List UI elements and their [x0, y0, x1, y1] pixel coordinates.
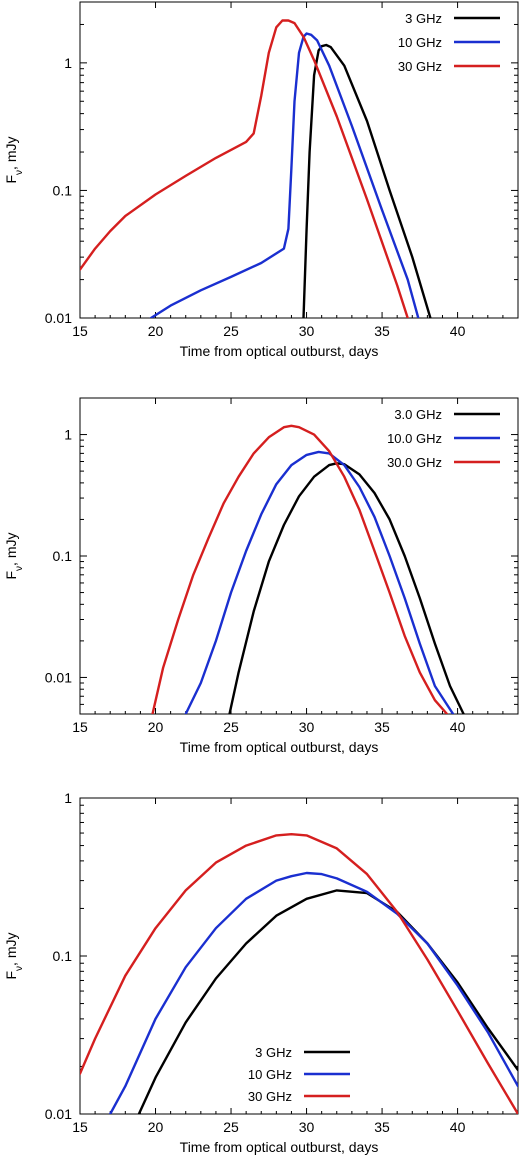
series-group [151, 424, 465, 714]
series-line-3 [151, 424, 449, 714]
x-tick-label: 20 [148, 323, 164, 339]
y-axis-label: Fν, mJy [3, 932, 25, 979]
y-tick-label: 1 [64, 427, 72, 443]
series-line-1 [137, 889, 518, 1114]
series-line-1 [302, 43, 432, 318]
series-line-2 [149, 32, 420, 318]
legend-label: 30.0 GHz [387, 455, 442, 470]
legend: 3 GHz 10 GHz 30 GHz [398, 11, 500, 74]
x-tick-label: 15 [72, 1119, 88, 1135]
x-tick-label: 20 [148, 1119, 164, 1135]
series-line-2 [184, 450, 455, 714]
y-axis-label: Fν, mJy [3, 136, 25, 183]
legend-label: 3.0 GHz [394, 407, 442, 422]
chart-panel-1: 15 20 25 30 35 40 0.01 0.1 1 Time from optical ou… [3, 1, 519, 359]
y-tick-label: 0.1 [53, 548, 73, 564]
legend-label: 3 GHz [405, 11, 442, 26]
x-tick-label: 35 [374, 719, 390, 735]
x-axis-label: Time from optical outburst, days [180, 739, 379, 755]
x-tick-label: 40 [450, 1119, 466, 1135]
x-tick-label: 30 [299, 323, 315, 339]
series-line-1 [228, 462, 465, 714]
legend-label: 30 GHz [248, 1089, 292, 1104]
legend-label: 3 GHz [255, 1045, 292, 1060]
legend-label: 30 GHz [398, 59, 442, 74]
plot-frame [79, 397, 519, 715]
y-axis-label: Fν, mJy [3, 532, 25, 579]
series-group [80, 19, 432, 318]
x-tick-label: 35 [374, 1119, 390, 1135]
x-tick-label: 15 [72, 719, 88, 735]
legend: 3 GHz 10 GHz 30 GHz [248, 1045, 350, 1104]
y-tick-label: 0.1 [53, 948, 73, 964]
x-tick-label: 40 [450, 323, 466, 339]
x-tick-label: 25 [223, 1119, 239, 1135]
legend-label: 10 GHz [398, 35, 442, 50]
x-axis-label: Time from optical outburst, days [180, 343, 379, 359]
series-line-2 [109, 871, 518, 1114]
y-tick-label: 0.01 [45, 669, 72, 685]
legend: 3.0 GHz 10.0 GHz 30.0 GHz [387, 407, 500, 470]
series-group [80, 833, 518, 1114]
x-tick-label: 30 [299, 719, 315, 735]
y-tick-label: 0.01 [45, 310, 72, 326]
x-tick-label: 15 [72, 323, 88, 339]
x-tick-label: 25 [223, 719, 239, 735]
x-axis-label: Time from optical outburst, days [180, 1139, 379, 1155]
plot-frame [79, 1, 519, 319]
y-tick-label: 1 [64, 55, 72, 71]
y-tick-label: 1 [64, 790, 72, 806]
chart-panel-3: 15 20 25 30 35 40 0.01 0.1 1 Time from optical ou… [3, 790, 519, 1155]
chart-panel-2: 15 20 25 30 35 40 0.01 0.1 1 Time from optical ou… [3, 397, 519, 755]
x-tick-label: 25 [223, 323, 239, 339]
y-tick-label: 0.01 [45, 1106, 72, 1122]
series-line-3 [80, 833, 518, 1114]
x-tick-label: 20 [148, 719, 164, 735]
x-tick-label: 40 [450, 719, 466, 735]
legend-label: 10 GHz [248, 1067, 292, 1082]
y-tick-label: 0.1 [53, 182, 73, 198]
plot-frame [79, 797, 519, 1115]
legend-label: 10.0 GHz [387, 431, 442, 446]
series-line-3 [80, 19, 409, 318]
x-tick-label: 30 [299, 1119, 315, 1135]
x-tick-label: 35 [374, 323, 390, 339]
